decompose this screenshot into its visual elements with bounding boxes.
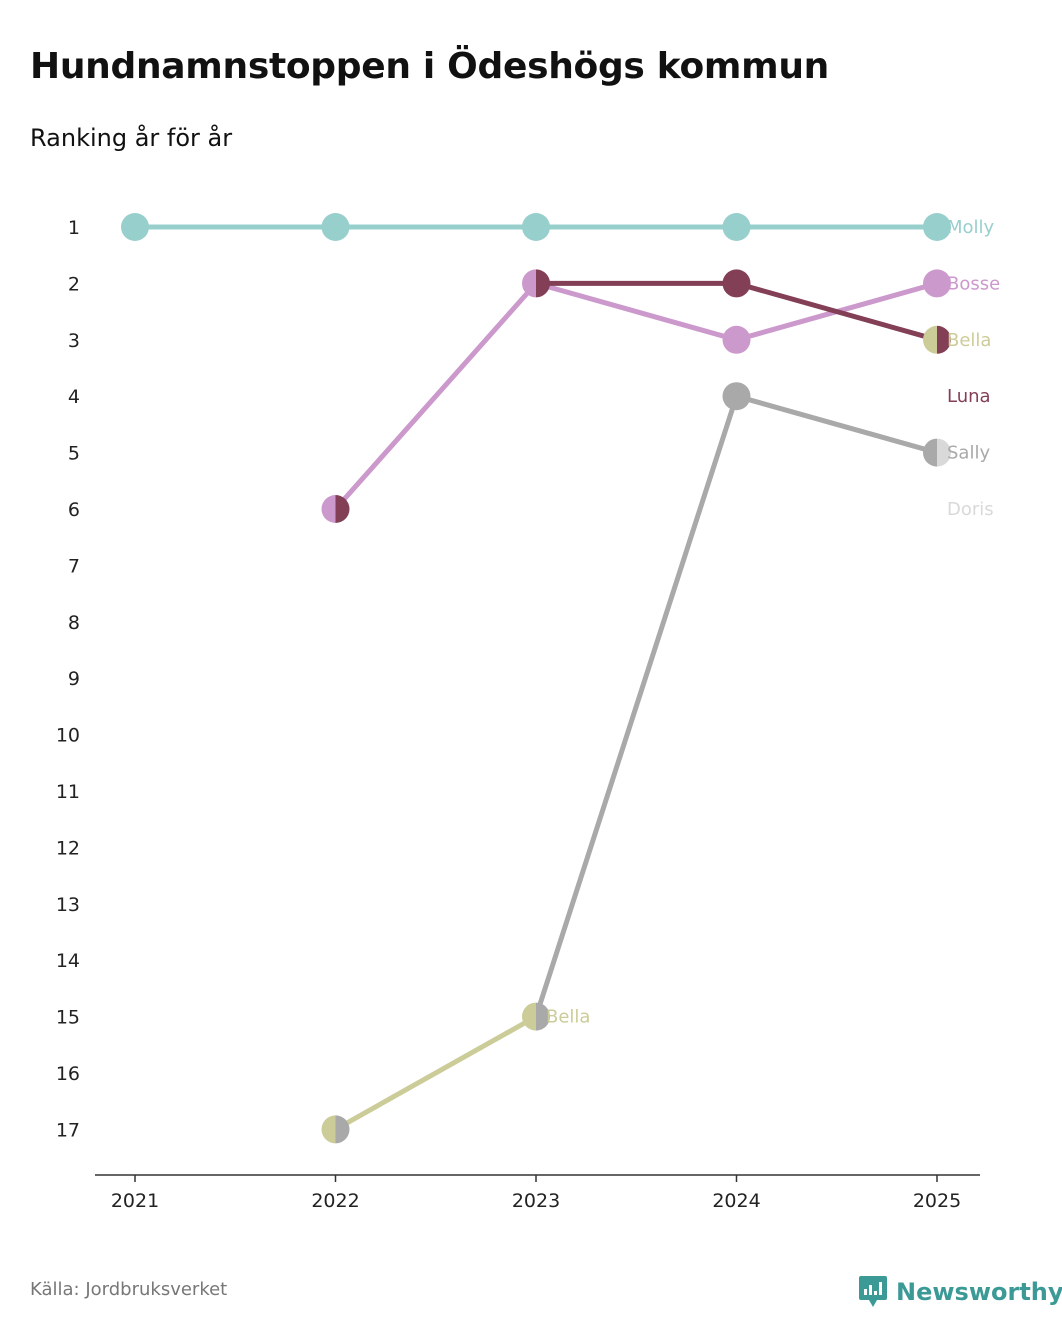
y-tick-label: 15 <box>56 1007 80 1029</box>
end-label-molly: Molly <box>947 217 995 238</box>
series-points <box>121 213 951 1144</box>
y-tick-label: 8 <box>68 612 80 634</box>
series-line-bosse <box>533 280 739 343</box>
y-tick-label: 16 <box>56 1063 80 1085</box>
y-tick-label: 6 <box>68 499 80 521</box>
point-molly-2022 <box>321 213 350 241</box>
brand-logo: Newsworthy <box>858 1274 1062 1310</box>
y-tick-label: 12 <box>56 837 80 859</box>
series-line-luna <box>734 280 940 343</box>
chart-subtitle: Ranking år för år <box>30 124 233 152</box>
end-label-luna: Luna <box>947 386 991 407</box>
y-tick-label: 11 <box>56 781 80 803</box>
y-tick-label: 3 <box>68 330 80 352</box>
y-tick-label: 17 <box>56 1119 80 1141</box>
newsworthy-logo-icon <box>859 1276 887 1307</box>
y-tick-label: 4 <box>68 386 80 408</box>
inline-label-bella: Bella <box>546 1007 590 1028</box>
y-tick-label: 1 <box>68 217 80 239</box>
y-tick-label: 13 <box>56 894 80 916</box>
point-bella-2025 <box>923 325 937 354</box>
point-sally-2025 <box>923 438 937 467</box>
x-tick-label: 2025 <box>913 1190 961 1212</box>
point-bosse-2023 <box>522 269 536 298</box>
series-line-bella <box>333 1014 539 1132</box>
point-luna-2023 <box>536 269 551 298</box>
y-tick-label: 9 <box>68 668 80 690</box>
point-luna-2022 <box>335 495 350 523</box>
y-tick-label: 2 <box>68 273 80 295</box>
x-tick-label: 2024 <box>712 1190 760 1212</box>
end-label-bella: Bella <box>947 330 991 351</box>
series-lines <box>132 224 940 1132</box>
point-doris-2025 <box>937 438 951 467</box>
x-tick-label: 2023 <box>512 1190 560 1212</box>
point-sally-2022 <box>335 1115 350 1144</box>
point-bosse-2024 <box>722 325 751 354</box>
end-label-bosse: Bosse <box>947 273 1000 294</box>
y-tick-label: 14 <box>56 950 80 972</box>
x-tick-label: 2021 <box>111 1190 159 1212</box>
series-line-bosse <box>333 280 539 512</box>
source-note: Källa: Jordbruksverket <box>30 1279 228 1300</box>
point-molly-2024 <box>722 213 751 241</box>
point-molly-2023 <box>522 213 550 241</box>
series-line-sally <box>533 393 739 1020</box>
point-bella-2023 <box>522 1002 536 1031</box>
end-label-sally: Sally <box>947 443 990 464</box>
point-bosse-2025 <box>923 269 951 298</box>
end-label-doris: Doris <box>947 499 994 520</box>
point-sally-2024 <box>722 382 751 411</box>
point-luna-2024 <box>722 269 751 298</box>
series-labels: Molly Bosse Bella Luna Sally Doris Bella <box>546 217 1000 1028</box>
y-tick-label: 10 <box>56 725 80 747</box>
y-tick-label: 7 <box>68 555 80 577</box>
point-luna-2025 <box>937 325 951 354</box>
series-line-sally <box>734 393 940 456</box>
chart-title: Hundnamnstoppen i Ödeshögs kommun <box>30 46 829 87</box>
point-sally-2023 <box>536 1002 551 1031</box>
point-molly-2021 <box>121 213 149 241</box>
point-molly-2025 <box>923 213 951 241</box>
brand-name: Newsworthy <box>896 1278 1062 1306</box>
point-bella-2022 <box>321 1115 336 1144</box>
x-axis: 2021 2022 2023 2024 2025 <box>95 1174 980 1212</box>
y-tick-label: 5 <box>68 443 80 465</box>
point-bosse-2022 <box>321 495 336 523</box>
x-tick-label: 2022 <box>311 1190 359 1212</box>
